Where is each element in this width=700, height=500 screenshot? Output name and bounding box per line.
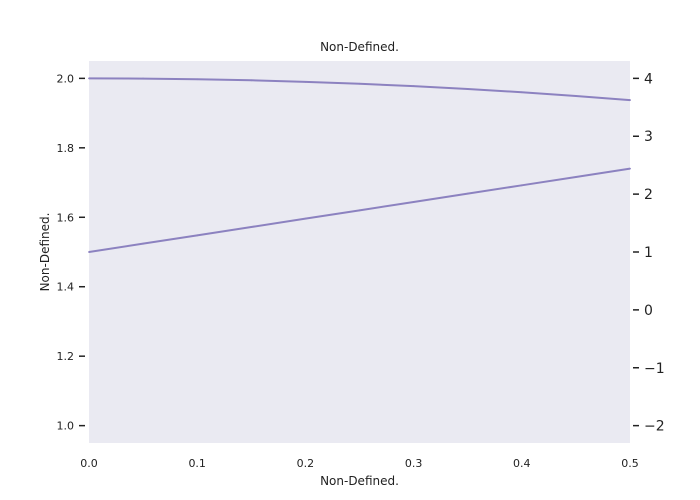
right-tick-label: 1 <box>644 245 653 261</box>
x-tick-label: 0.0 <box>80 457 98 470</box>
right-tick-label: 2 <box>644 187 653 203</box>
series-2-point <box>88 251 90 253</box>
plot-area <box>89 61 630 443</box>
series-1-point <box>629 99 631 101</box>
series-2-point <box>466 192 469 195</box>
x-tick-label: 0.4 <box>513 457 531 470</box>
x-tick-label: 0.2 <box>297 457 315 470</box>
right-tick-label: 3 <box>644 129 653 145</box>
x-tick-label: 0.1 <box>188 457 206 470</box>
series-2-point <box>520 184 523 187</box>
left-tick-label: 1.6 <box>57 211 75 224</box>
series-2-point <box>575 176 577 178</box>
chart-title: Non-Defined. <box>320 40 399 54</box>
series-2-point <box>304 217 307 220</box>
series-1-point <box>88 77 90 80</box>
y-axis-label: Non-Defined. <box>38 213 52 292</box>
series-layer <box>88 77 631 253</box>
right-tick-label: 0 <box>644 303 653 319</box>
x-axis: 0.0 0.1 0.2 0.3 0.4 0.5 <box>80 457 639 470</box>
series-1-point <box>466 88 469 90</box>
series-1-point <box>358 82 361 85</box>
series-1-point <box>304 80 307 83</box>
series-2-point <box>629 167 631 170</box>
series-2-point <box>196 234 199 237</box>
left-tick-label: 1.2 <box>57 350 75 363</box>
right-tick-label: 4 <box>644 71 653 87</box>
left-tick-label: 1.0 <box>57 420 75 433</box>
series-2-point <box>250 226 253 228</box>
series-2-point <box>142 242 145 245</box>
right-y-axis: −2 −1 0 1 2 3 4 <box>633 71 665 435</box>
series-2-point <box>412 201 415 203</box>
left-tick-label: 1.8 <box>57 142 75 155</box>
series-1-point <box>142 77 145 80</box>
left-tick-label: 2.0 <box>57 72 75 85</box>
series-1-point <box>520 91 523 94</box>
series-1-point <box>196 78 199 81</box>
left-y-axis: 1.0 1.2 1.4 1.6 1.8 2.0 <box>57 72 85 433</box>
series-2-point <box>358 209 361 212</box>
series-1-point <box>412 85 415 88</box>
series-1-point <box>250 79 253 82</box>
right-tick-label: −1 <box>644 361 665 377</box>
x-axis-label: Non-Defined. <box>320 474 399 488</box>
x-tick-label: 0.3 <box>405 457 423 470</box>
left-tick-label: 1.4 <box>57 281 75 294</box>
right-tick-label: −2 <box>644 419 665 435</box>
series-1-point <box>575 95 577 97</box>
x-tick-label: 0.5 <box>621 457 639 470</box>
